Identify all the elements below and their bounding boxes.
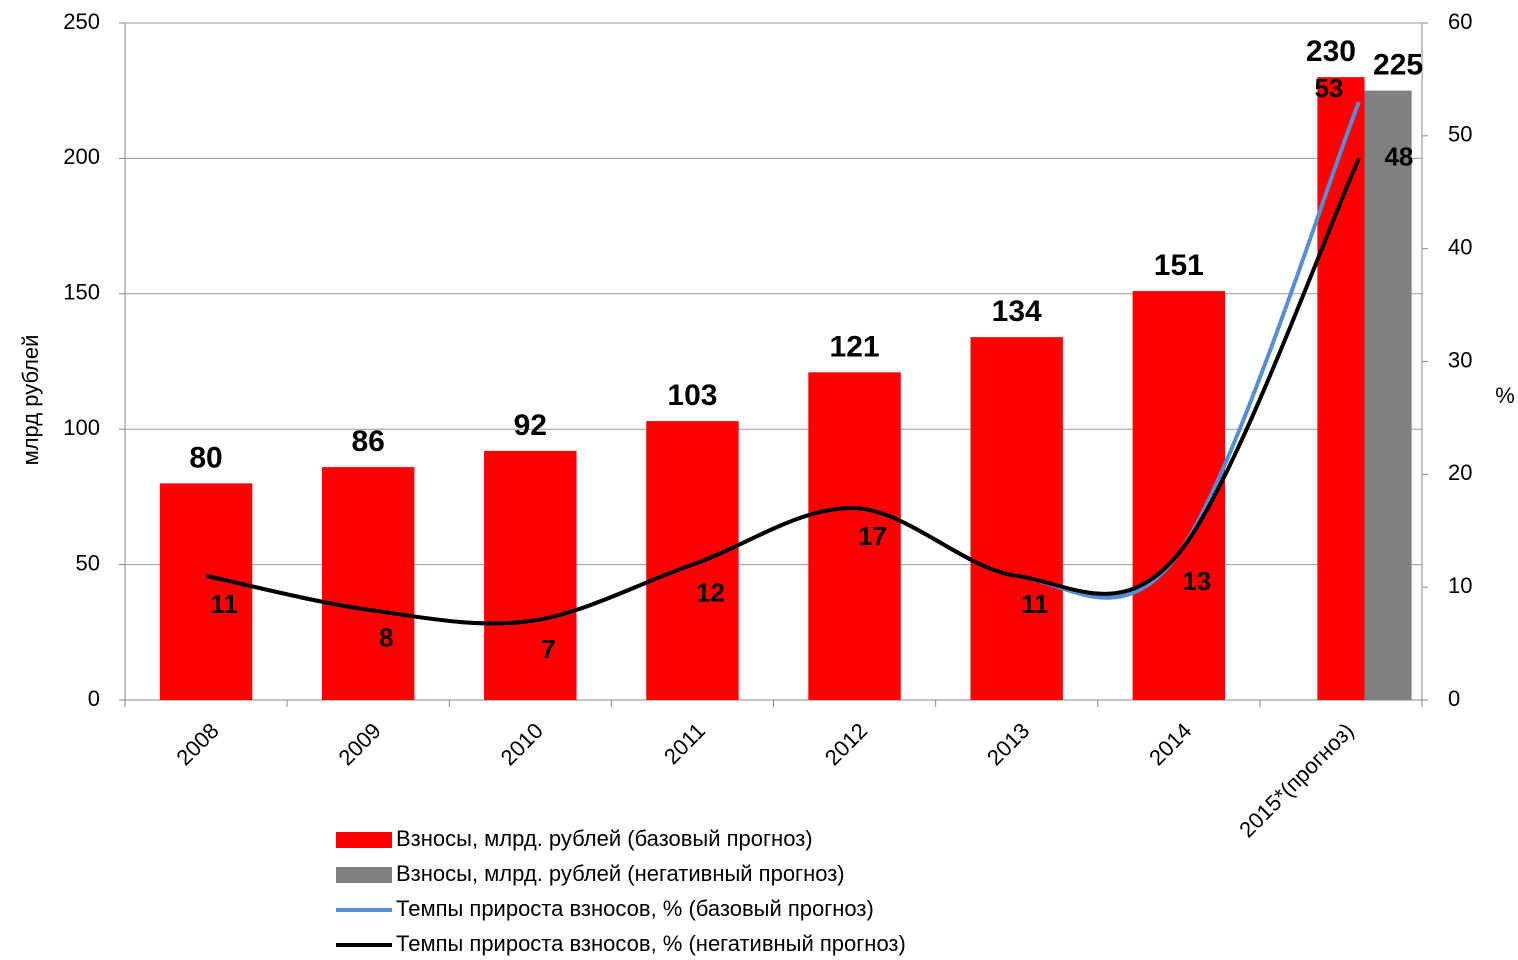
x-tick-label: 2015*(прогноз) [1234,718,1358,842]
y2-tick-label: 60 [1448,9,1472,34]
bar-label: 92 [514,409,547,442]
y2-axis-label: % [1495,383,1515,408]
y2-tick-label: 40 [1448,234,1472,259]
y-tick-label: 50 [76,550,100,575]
y2-tick-label: 50 [1448,122,1472,147]
bar-label: 151 [1154,249,1204,282]
bar-label: 230 [1306,35,1356,68]
bar-label: 225 [1373,49,1423,82]
bar-label: 121 [830,330,880,363]
legend-swatch [336,867,392,883]
line-label: 13 [1182,566,1211,596]
legend-label: Взносы, млрд. рублей (негативный прогноз… [396,861,845,886]
bar-label: 134 [992,295,1042,328]
y-tick-label: 200 [63,144,100,169]
bar-label: 86 [352,425,385,458]
bar-label: 80 [189,441,222,474]
bar [808,372,901,700]
line [205,157,1361,626]
x-tick-label: 2014 [1144,718,1196,770]
bar [484,450,577,700]
bar [646,421,739,700]
line-label: 12 [696,577,725,607]
line-label: 7 [541,634,555,664]
bar [321,467,415,700]
line-label: 17 [858,521,887,551]
line-label: 53 [1314,73,1343,103]
y-tick-label: 250 [63,9,100,34]
bar [1317,77,1365,700]
bar [970,337,1063,700]
bar [1364,90,1412,700]
line-label: 11 [210,589,238,619]
x-tick-label: 2010 [496,718,548,770]
line-label: 8 [379,623,393,653]
legend-label: Темпы прироста взносов, % (негативный пр… [396,931,906,956]
line-label: 11 [1021,589,1049,619]
y2-tick-label: 20 [1448,460,1472,485]
y2-tick-label: 0 [1448,686,1460,711]
y-axis-label: млрд рублей [18,335,43,466]
x-tick-label: 2008 [171,718,223,770]
bar-label: 103 [667,379,717,412]
x-tick-label: 2013 [982,718,1034,770]
y2-tick-label: 10 [1448,573,1472,598]
bar [159,483,253,700]
y-tick-label: 150 [63,280,100,305]
y2-tick-label: 30 [1448,347,1472,372]
x-tick-label: 2012 [820,718,872,770]
legend-swatch [336,832,392,848]
x-tick-label: 2009 [334,718,386,770]
x-tick-label: 2011 [659,718,710,769]
legend-label: Взносы, млрд. рублей (базовый прогноз) [396,826,813,851]
line-label: 48 [1384,141,1413,171]
y-tick-label: 100 [63,415,100,440]
legend-label: Темпы прироста взносов, % (базовый прогн… [396,896,874,921]
y-tick-label: 0 [88,686,100,711]
